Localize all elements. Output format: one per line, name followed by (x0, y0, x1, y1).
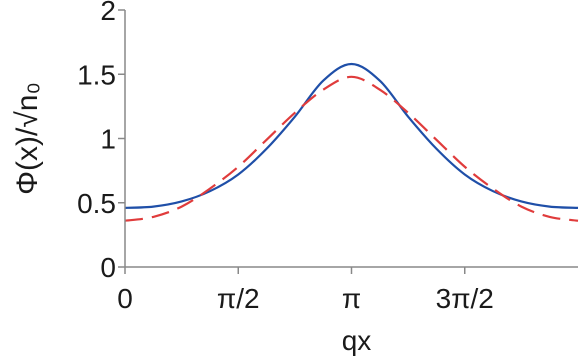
series-dashed-line (124, 75, 579, 222)
y-tick-label: 1 (100, 124, 116, 155)
y-tick-label: 1.5 (77, 59, 116, 90)
y-tick-label: 0.5 (77, 188, 116, 219)
x-tick-label: π (342, 283, 361, 314)
y-tick-label: 0 (100, 252, 116, 283)
x-tick-label: π/2 (217, 283, 260, 314)
y-tick-label: 2 (100, 0, 116, 26)
x-tick-label: 0 (117, 283, 133, 314)
y-axis-label: Φ(x)/√n₀ (11, 82, 44, 195)
x-tick-label: 3π/2 (436, 283, 494, 314)
axis-ticks: 0 0.5 1 1.5 2 0 π/2 π 3π/2 (77, 0, 494, 314)
plot-area (124, 62, 579, 222)
x-axis-label: qx (342, 325, 372, 356)
series-solid-line (124, 62, 579, 209)
